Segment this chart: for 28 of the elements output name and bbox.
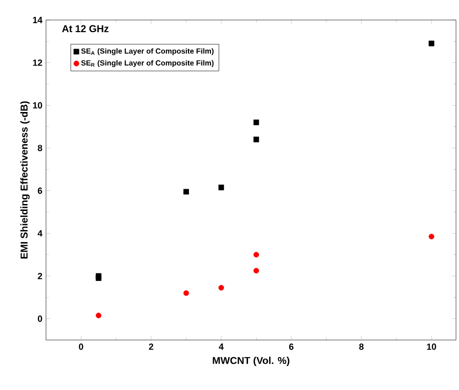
- y-tick-label: 10: [33, 102, 42, 109]
- x-tick-label: 6: [289, 344, 294, 350]
- x-tick-label: 8: [359, 344, 364, 350]
- x-tick-label: 4: [218, 344, 224, 350]
- point: [96, 312, 102, 318]
- point: [428, 40, 434, 46]
- y-tick-label: 0: [38, 315, 42, 322]
- x-tick-label: 10: [427, 344, 436, 350]
- annotation: At 12 GHz: [62, 25, 109, 32]
- x-tick-label: 0: [78, 344, 84, 350]
- point: [428, 234, 434, 240]
- y-tick-label: 12: [33, 60, 42, 66]
- y-tick-label: 8: [38, 144, 42, 152]
- y-tick-label: 2: [38, 272, 42, 280]
- y-axis-title: EMI Shielding Effectiveness (-dB): [20, 101, 30, 258]
- y-tick-label: 14: [33, 16, 42, 24]
- x-tick-label: 2: [148, 344, 154, 350]
- point: [183, 188, 189, 195]
- point: [218, 284, 224, 291]
- point: [253, 268, 260, 274]
- y-tick-label: 4: [38, 230, 42, 236]
- point: [183, 290, 189, 296]
- point: [218, 184, 224, 190]
- point: [253, 120, 260, 126]
- point: [253, 252, 260, 258]
- x-axis-title: MWCNT (Vol. %): [212, 356, 290, 366]
- y-tick-label: 6: [38, 187, 42, 194]
- point: [253, 136, 260, 142]
